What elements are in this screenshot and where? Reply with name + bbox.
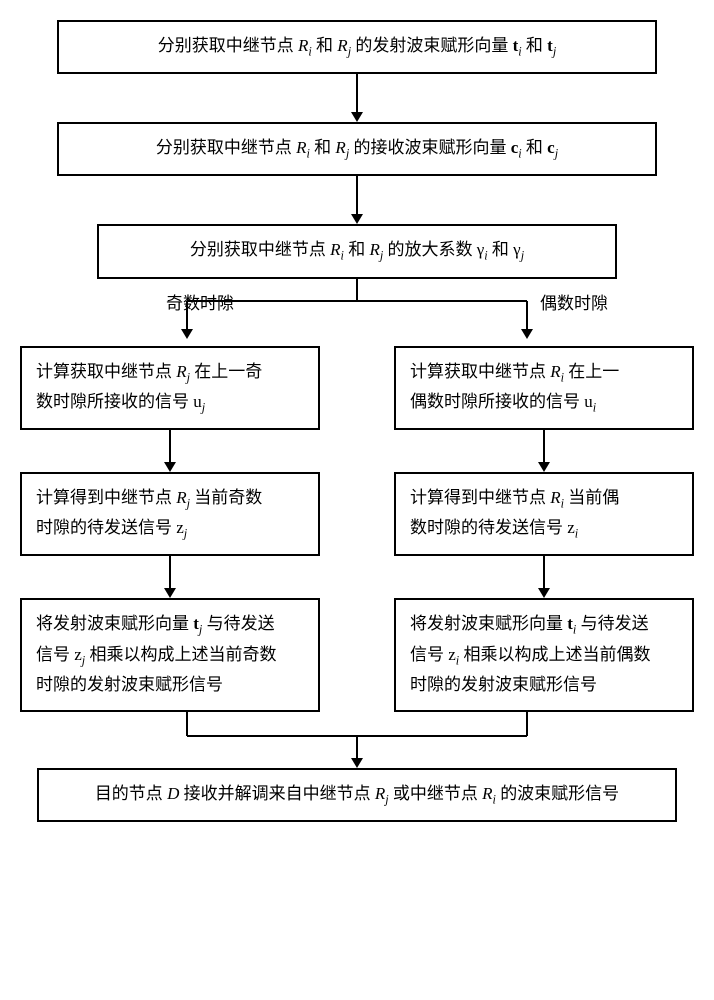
text-step1: 分别获取中继节点 Ri 和 Rj 的发射波束赋形向量 ti 和 tj xyxy=(158,36,557,55)
box-left-2: 计算得到中继节点 Rj 当前奇数时隙的待发送信号 zj xyxy=(20,472,320,556)
text-final: 目的节点 D 接收并解调来自中继节点 Rj 或中继节点 Ri 的波束赋形信号 xyxy=(95,784,619,803)
text-right-1: 计算获取中继节点 Ri 在上一偶数时隙所接收的信号 ui xyxy=(410,362,619,411)
text-right-3: 将发射波束赋形向量 ti 与待发送信号 zi 相乘以构成上述当前偶数时隙的发射波… xyxy=(410,614,650,693)
text-right-2: 计算得到中继节点 Ri 当前偶数时隙的待发送信号 zi xyxy=(410,488,619,537)
box-final: 目的节点 D 接收并解调来自中继节点 Rj 或中继节点 Ri 的波束赋形信号 xyxy=(37,768,677,822)
text-left-1: 计算获取中继节点 Rj 在上一奇数时隙所接收的信号 uj xyxy=(36,362,262,411)
box-right-3: 将发射波束赋形向量 ti 与待发送信号 zi 相乘以构成上述当前偶数时隙的发射波… xyxy=(394,598,694,711)
text-step2: 分别获取中继节点 Ri 和 Rj 的接收波束赋形向量 ci 和 cj xyxy=(156,138,558,157)
arrow-r-2-3 xyxy=(534,556,554,598)
text-left-3: 将发射波束赋形向量 tj 与待发送信号 zj 相乘以构成上述当前奇数时隙的发射波… xyxy=(36,614,276,693)
box-right-2: 计算得到中继节点 Ri 当前偶数时隙的待发送信号 zi xyxy=(394,472,694,556)
flowchart-root: 分别获取中继节点 Ri 和 Rj 的发射波束赋形向量 ti 和 tj 分别获取中… xyxy=(20,20,694,822)
box-step3: 分别获取中继节点 Ri 和 Rj 的放大系数 γi 和 γj xyxy=(97,224,617,278)
text-step3: 分别获取中继节点 Ri 和 Rj 的放大系数 γi 和 γj xyxy=(190,240,524,259)
label-even: 偶数时隙 xyxy=(540,285,608,318)
arrow-2-3 xyxy=(20,176,694,224)
col-odd: 计算获取中继节点 Rj 在上一奇数时隙所接收的信号 uj 计算得到中继节点 Rj… xyxy=(20,346,320,712)
branch-columns: 计算获取中继节点 Rj 在上一奇数时隙所接收的信号 uj 计算得到中继节点 Rj… xyxy=(20,346,694,712)
text-left-2: 计算得到中继节点 Rj 当前奇数时隙的待发送信号 zj xyxy=(36,488,262,537)
box-step2: 分别获取中继节点 Ri 和 Rj 的接收波束赋形向量 ci 和 cj xyxy=(57,122,657,176)
arrow-l-1-2 xyxy=(160,430,180,472)
box-left-1: 计算获取中继节点 Rj 在上一奇数时隙所接收的信号 uj xyxy=(20,346,320,430)
merge-connector xyxy=(20,712,694,768)
arrow-r-1-2 xyxy=(534,430,554,472)
box-step1: 分别获取中继节点 Ri 和 Rj 的发射波束赋形向量 ti 和 tj xyxy=(57,20,657,74)
label-odd: 奇数时隙 xyxy=(166,285,234,318)
col-even: 计算获取中继节点 Ri 在上一偶数时隙所接收的信号 ui 计算得到中继节点 Ri… xyxy=(394,346,694,712)
box-left-3: 将发射波束赋形向量 tj 与待发送信号 zj 相乘以构成上述当前奇数时隙的发射波… xyxy=(20,598,320,711)
arrow-l-2-3 xyxy=(160,556,180,598)
arrow-1-2 xyxy=(20,74,694,122)
box-right-1: 计算获取中继节点 Ri 在上一偶数时隙所接收的信号 ui xyxy=(394,346,694,430)
